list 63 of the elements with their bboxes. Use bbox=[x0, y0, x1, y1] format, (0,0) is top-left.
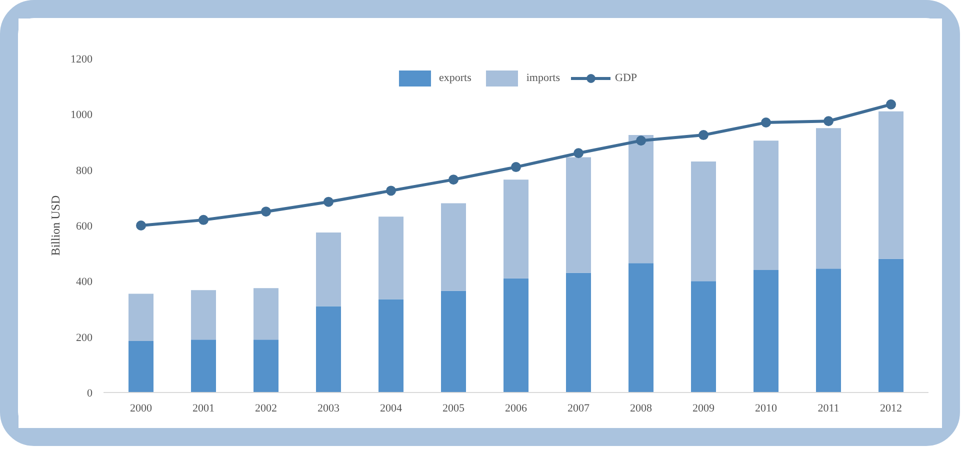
bar bbox=[254, 288, 278, 340]
x-tick-label: 2006 bbox=[505, 402, 528, 414]
point bbox=[136, 220, 146, 230]
x-tick-label: 2007 bbox=[568, 402, 590, 414]
point bbox=[511, 162, 521, 172]
x-tick-label: 2012 bbox=[880, 402, 902, 414]
point bbox=[698, 130, 708, 140]
x-tick-label: 2003 bbox=[318, 402, 340, 414]
bar bbox=[566, 157, 591, 273]
bar bbox=[691, 161, 716, 282]
point bbox=[824, 116, 834, 126]
point bbox=[198, 214, 208, 225]
x-tick-label: 2010 bbox=[755, 402, 778, 414]
point bbox=[886, 99, 896, 110]
bar bbox=[128, 341, 154, 392]
bar bbox=[378, 299, 404, 392]
x-tick-label: 2004 bbox=[380, 402, 402, 414]
point bbox=[448, 174, 458, 185]
y-tick-label: 400 bbox=[76, 276, 93, 288]
bar bbox=[754, 140, 778, 270]
bar bbox=[316, 232, 341, 306]
bar bbox=[816, 268, 841, 392]
x-tick-label: 2002 bbox=[255, 402, 277, 414]
bar bbox=[816, 128, 841, 269]
bar bbox=[504, 278, 528, 392]
bar bbox=[628, 135, 654, 264]
bar bbox=[128, 294, 154, 342]
y-tick-label: 1200 bbox=[70, 54, 93, 66]
bar bbox=[441, 290, 466, 392]
bar bbox=[754, 270, 778, 392]
point bbox=[386, 186, 396, 196]
x-tick-label: 2005 bbox=[442, 402, 465, 414]
point bbox=[324, 196, 334, 207]
bar bbox=[878, 258, 904, 392]
point bbox=[574, 148, 584, 158]
point bbox=[636, 136, 646, 146]
legend-label: exports bbox=[438, 72, 472, 84]
y-tick-label: 800 bbox=[76, 164, 93, 177]
bar bbox=[441, 203, 466, 291]
bar bbox=[254, 340, 278, 392]
x-tick-label: 2008 bbox=[630, 402, 652, 414]
y-tick-label: 0 bbox=[87, 388, 93, 400]
bar bbox=[191, 340, 216, 392]
bar bbox=[504, 180, 528, 278]
y-axis-title: Billion USD bbox=[48, 194, 62, 256]
bar bbox=[878, 111, 904, 259]
x-tick-label: 2000 bbox=[130, 402, 152, 414]
y-tick-label: 600 bbox=[76, 220, 93, 232]
bar bbox=[378, 216, 404, 300]
bar bbox=[566, 272, 591, 392]
bar bbox=[191, 290, 216, 340]
x-tick-label: 2009 bbox=[692, 402, 715, 414]
x-tick-label: 2011 bbox=[818, 402, 840, 414]
bar bbox=[316, 306, 341, 392]
legend-label: GDP bbox=[615, 72, 638, 84]
y-tick-label: 200 bbox=[76, 332, 93, 344]
x-tick-label: 2001 bbox=[192, 402, 214, 414]
legend-label: imports bbox=[526, 72, 560, 84]
bar bbox=[691, 281, 716, 392]
point bbox=[261, 206, 271, 217]
y-tick-label: 1000 bbox=[70, 109, 93, 122]
bar bbox=[628, 263, 654, 392]
point bbox=[761, 118, 771, 128]
